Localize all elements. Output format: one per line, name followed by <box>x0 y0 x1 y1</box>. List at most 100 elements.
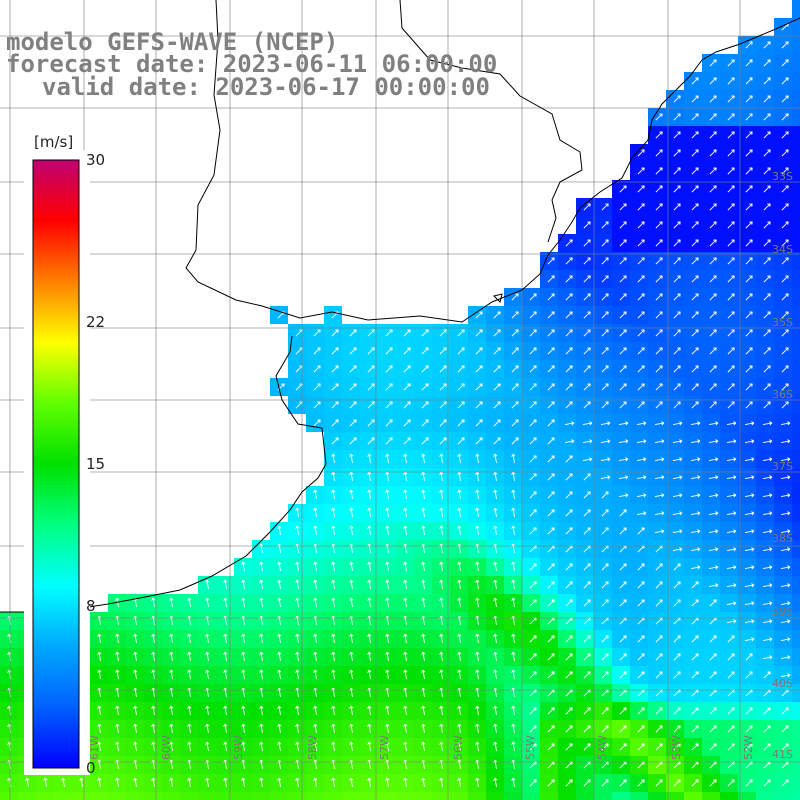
wind-speed-cell <box>774 234 792 252</box>
wind-arrow <box>601 239 609 247</box>
wind-speed-cell <box>450 450 468 468</box>
wind-speed-cell <box>792 198 800 216</box>
wind-speed-cell <box>684 162 702 180</box>
wind-speed-cell <box>198 684 216 702</box>
wind-speed-cell <box>198 738 216 756</box>
wind-speed-cell <box>0 612 18 630</box>
wind-speed-cell <box>738 738 756 756</box>
wind-speed-cell <box>666 792 684 800</box>
wind-speed-cell <box>792 396 800 414</box>
wind-arrow <box>601 563 609 571</box>
wind-speed-cell <box>756 684 774 702</box>
wind-speed-cell <box>324 522 342 540</box>
wind-arrow <box>457 723 462 734</box>
wind-arrow <box>493 311 501 319</box>
wind-speed-cell <box>414 378 432 396</box>
wind-speed-cell <box>216 648 234 666</box>
wind-arrow <box>313 579 318 590</box>
wind-arrow <box>511 365 519 373</box>
wind-arrow <box>583 491 591 499</box>
wind-speed-cell <box>720 72 738 90</box>
wind-speed-cell <box>324 378 342 396</box>
wind-speed-cell <box>288 360 306 378</box>
wind-speed-cell <box>486 576 504 594</box>
wind-speed-cell <box>630 450 648 468</box>
wind-speed-cell <box>234 702 252 720</box>
wind-arrow <box>781 275 789 283</box>
wind-speed-cell <box>324 630 342 648</box>
wind-speed-cell <box>702 504 720 522</box>
wind-arrow <box>547 329 555 337</box>
wind-speed-cell <box>792 576 800 594</box>
wind-arrow <box>151 633 156 644</box>
wind-speed-cell <box>756 486 774 504</box>
wind-arrow <box>601 671 609 679</box>
wind-speed-cell <box>504 288 522 306</box>
wind-speed-cell <box>576 576 594 594</box>
wind-arrow <box>493 723 498 734</box>
wind-arrow <box>745 131 753 139</box>
wind-arrow <box>673 581 681 589</box>
wind-arrow <box>439 777 444 788</box>
wind-speed-cell <box>468 504 486 522</box>
wind-arrow <box>708 565 719 570</box>
wind-arrow <box>781 293 789 301</box>
wind-arrow <box>619 725 627 733</box>
wind-speed-cell <box>324 504 342 522</box>
wind-arrow <box>493 401 501 409</box>
wind-speed-cell <box>252 612 270 630</box>
wind-arrow <box>511 453 516 464</box>
wind-speed-cell <box>468 522 486 540</box>
wind-arrow <box>349 329 357 337</box>
wind-arrow <box>601 221 609 229</box>
wind-arrow <box>619 779 627 787</box>
wind-arrow <box>169 651 174 662</box>
wind-speed-cell <box>792 216 800 234</box>
wind-arrow <box>601 509 609 517</box>
wind-speed-cell <box>558 450 576 468</box>
wind-arrow <box>313 507 318 518</box>
wind-speed-cell <box>360 720 378 738</box>
wind-speed-cell <box>666 324 684 342</box>
wind-arrow <box>529 437 537 445</box>
wind-speed-cell <box>144 594 162 612</box>
wind-arrow <box>582 457 593 462</box>
wind-speed-cell <box>306 360 324 378</box>
wind-speed-cell <box>414 360 432 378</box>
wind-speed-cell <box>234 648 252 666</box>
wind-speed-cell <box>558 468 576 486</box>
wind-speed-cell <box>720 576 738 594</box>
wind-arrow <box>529 473 537 481</box>
wind-arrow <box>349 489 354 500</box>
wind-speed-cell <box>720 756 738 774</box>
wind-speed-cell <box>774 252 792 270</box>
wind-speed-cell <box>324 594 342 612</box>
wind-speed-cell <box>234 612 252 630</box>
wind-speed-cell <box>450 792 468 800</box>
wind-speed-cell <box>648 414 666 432</box>
wind-speed-cell <box>720 108 738 126</box>
wind-speed-cell <box>540 684 558 702</box>
wind-arrow <box>529 293 537 301</box>
wind-speed-cell <box>306 594 324 612</box>
wind-speed-cell <box>648 630 666 648</box>
wind-speed-cell <box>342 396 360 414</box>
wind-speed-cell <box>396 612 414 630</box>
wind-speed-cell <box>414 450 432 468</box>
wind-speed-cell <box>414 342 432 360</box>
wind-arrow <box>583 509 591 517</box>
wind-arrow <box>367 383 375 391</box>
wind-arrow <box>475 525 480 536</box>
wind-speed-cell <box>630 540 648 558</box>
wind-speed-cell <box>270 522 288 540</box>
wind-speed-cell <box>756 630 774 648</box>
wind-arrow <box>672 457 683 462</box>
wind-speed-cell <box>774 684 792 702</box>
wind-speed-cell <box>288 594 306 612</box>
wind-speed-cell <box>576 342 594 360</box>
wind-arrow <box>781 725 789 733</box>
wind-arrow <box>421 437 429 445</box>
wind-speed-cell <box>774 720 792 738</box>
wind-speed-cell <box>288 612 306 630</box>
wind-arrow <box>583 707 591 715</box>
